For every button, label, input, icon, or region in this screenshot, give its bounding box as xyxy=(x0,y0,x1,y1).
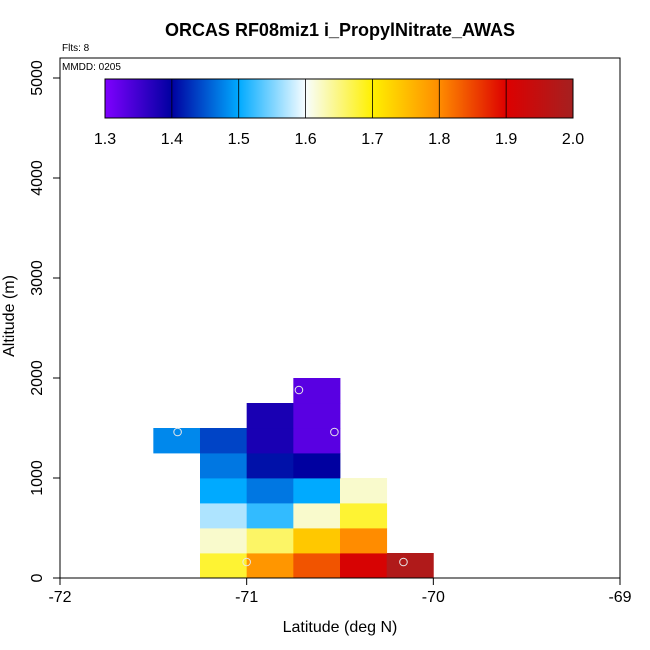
colorbar-gradient xyxy=(105,79,573,118)
plot-area: MMDD: 0205 xyxy=(59,57,621,579)
heatmap-cell xyxy=(200,478,248,504)
x-tick-label: -69 xyxy=(608,589,631,606)
sample-marker xyxy=(173,427,182,437)
sample-marker xyxy=(330,427,339,437)
heatmap-cell xyxy=(200,453,248,479)
heatmap-cell xyxy=(246,503,294,529)
colorbar-tick-label: 1.7 xyxy=(361,131,383,148)
heatmap-cell xyxy=(293,378,341,404)
heatmap-cell xyxy=(293,428,341,454)
sample-marker xyxy=(294,385,304,395)
heatmap-cell xyxy=(340,478,388,504)
chart-title: ORCAS RF08miz1 i_PropylNitrate_AWAS xyxy=(165,20,515,40)
x-tick-label: -71 xyxy=(235,589,258,606)
colorbar-tick-label: 2.0 xyxy=(562,131,584,148)
heatmap-cell xyxy=(293,453,341,479)
heatmap-cell xyxy=(340,553,388,579)
heatmap-cell xyxy=(293,478,341,504)
colorbar-tick-labels: 1.3 1.4 1.5 1.6 1.7 1.8 1.9 2.0 xyxy=(94,131,584,148)
sample-marker xyxy=(242,557,251,567)
colorbar-tick-label: 1.5 xyxy=(228,131,250,148)
heatmap-cell xyxy=(246,403,294,429)
x-axis: -72 -71 -70 -69 xyxy=(48,577,632,606)
heatmap-cell xyxy=(293,553,341,579)
sample-marker xyxy=(399,557,408,567)
y-tick-label: 1000 xyxy=(29,460,46,496)
heatmap-cell xyxy=(246,553,294,579)
y-axis-label: Altitude (m) xyxy=(1,275,18,357)
heatmap-cell xyxy=(200,553,248,579)
y-axis: 0 1000 2000 3000 4000 5000 xyxy=(29,60,61,582)
x-axis-label: Latitude (deg N) xyxy=(283,619,398,636)
heatmap-cell xyxy=(293,503,341,529)
heatmap-cells xyxy=(153,378,434,579)
mmdd-annotation: MMDD: 0205 xyxy=(62,62,121,73)
heatmap-cell xyxy=(200,503,248,529)
sample-markers xyxy=(173,385,408,567)
heatmap-cell xyxy=(246,478,294,504)
heatmap-cell xyxy=(386,553,434,579)
colorbar-tick-label: 1.6 xyxy=(294,131,316,148)
heatmap-cell xyxy=(293,403,341,429)
y-tick-label: 4000 xyxy=(29,160,46,196)
y-tick-label: 3000 xyxy=(29,260,46,296)
heatmap-cell xyxy=(153,428,201,454)
heatmap-cell xyxy=(340,528,388,554)
y-tick-label: 5000 xyxy=(29,60,46,96)
heatmap-cell xyxy=(246,528,294,554)
colorbar-tick-label: 1.4 xyxy=(161,131,183,148)
heatmap-cell xyxy=(200,428,248,454)
heatmap-cell xyxy=(246,428,294,454)
y-tick-label: 2000 xyxy=(29,360,46,396)
flights-annotation: Flts: 8 xyxy=(62,43,90,54)
x-tick-label: -72 xyxy=(48,589,71,606)
y-tick-label: 0 xyxy=(29,573,46,582)
colorbar: 1.3 1.4 1.5 1.6 1.7 1.8 1.9 2.0 xyxy=(94,78,584,148)
colorbar-frame xyxy=(104,78,574,119)
heatmap-cell xyxy=(200,528,248,554)
heatmap-cell xyxy=(340,503,388,529)
heatmap-cell xyxy=(246,453,294,479)
colorbar-tick-label: 1.9 xyxy=(495,131,517,148)
colorbar-tick-label: 1.3 xyxy=(94,131,116,148)
colorbar-tick-label: 1.8 xyxy=(428,131,450,148)
x-tick-label: -70 xyxy=(422,589,445,606)
heatmap-cell xyxy=(293,528,341,554)
